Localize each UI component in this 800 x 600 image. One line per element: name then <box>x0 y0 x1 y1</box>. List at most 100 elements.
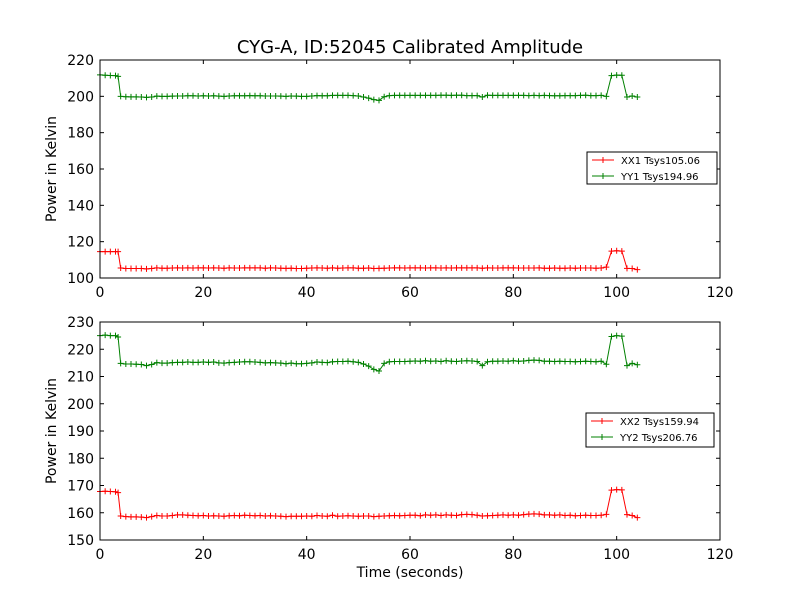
data-point <box>133 513 140 520</box>
data-point <box>267 359 274 366</box>
data-point <box>122 360 129 367</box>
data-point <box>257 359 264 366</box>
data-point <box>215 93 222 100</box>
data-point <box>205 513 212 520</box>
data-point <box>210 264 217 271</box>
data-point <box>339 513 346 520</box>
data-point <box>117 265 124 272</box>
data-point <box>277 265 284 272</box>
data-point <box>288 265 295 272</box>
data-point <box>164 513 171 520</box>
data-point <box>190 512 196 519</box>
data-point <box>221 93 227 100</box>
data-point <box>370 366 377 373</box>
data-point <box>500 511 506 518</box>
data-point <box>262 92 269 99</box>
y-axis-label: Power in Kelvin <box>44 116 60 222</box>
y-tick-label: 200 <box>67 89 94 105</box>
data-point <box>236 359 243 366</box>
data-point <box>634 514 641 521</box>
data-point <box>308 513 315 520</box>
data-point <box>438 358 444 365</box>
data-point <box>443 264 450 271</box>
data-point <box>634 266 641 273</box>
data-point <box>226 264 233 271</box>
y-tick-label: 150 <box>67 533 94 549</box>
data-point <box>133 93 140 100</box>
data-point <box>422 265 429 272</box>
data-point <box>360 513 367 520</box>
data-point <box>246 358 253 365</box>
data-point <box>500 357 506 364</box>
data-point <box>567 265 574 272</box>
data-point <box>412 264 419 271</box>
data-point <box>365 265 372 272</box>
data-point <box>458 511 465 518</box>
axes-frame <box>99 321 721 541</box>
data-point <box>262 265 269 272</box>
data-point <box>308 265 315 272</box>
data-point <box>417 512 424 519</box>
data-point <box>381 93 388 100</box>
data-point <box>205 359 212 366</box>
data-point <box>303 513 310 520</box>
data-point <box>438 265 444 272</box>
data-point <box>138 361 145 368</box>
data-point <box>396 358 403 365</box>
data-point <box>463 511 470 518</box>
data-point <box>551 92 558 99</box>
data-point <box>241 358 248 365</box>
data-point <box>587 92 594 99</box>
data-point <box>624 362 630 369</box>
data-point <box>329 92 336 99</box>
legend-marker <box>600 157 606 163</box>
data-point <box>210 92 217 99</box>
top-panel: 0 20 40 60 80 100 120 100 120 140 160 180 200 220 Powe… <box>44 53 733 301</box>
legend-marker <box>600 173 606 179</box>
data-point <box>246 512 253 519</box>
data-point <box>556 92 563 99</box>
data-point <box>115 248 122 255</box>
data-point <box>525 265 532 272</box>
data-point <box>179 359 186 366</box>
data-point <box>350 358 357 365</box>
data-point <box>463 357 470 364</box>
data-point <box>153 93 160 100</box>
data-point <box>567 512 574 519</box>
data-point <box>458 264 465 271</box>
data-point <box>272 265 279 272</box>
data-point <box>324 359 331 366</box>
data-point <box>469 92 475 99</box>
data-point <box>474 92 481 99</box>
data-point <box>277 513 284 520</box>
data-point <box>112 72 119 79</box>
data-point <box>453 264 460 271</box>
data-point <box>314 92 320 99</box>
data-point <box>355 513 362 520</box>
data-point <box>525 511 532 518</box>
data-point <box>412 512 419 519</box>
data-point <box>629 360 636 367</box>
data-point <box>593 358 599 365</box>
data-point <box>520 357 527 364</box>
data-point <box>138 514 145 521</box>
data-point <box>303 93 310 100</box>
data-point <box>463 264 470 271</box>
data-point <box>484 512 491 519</box>
legend-label: YY1 Tsys194.96 <box>620 172 699 183</box>
data-point <box>598 92 605 99</box>
x-tick-label: 60 <box>401 547 419 563</box>
data-point <box>479 94 486 101</box>
data-point <box>629 512 636 519</box>
legend-label: XX2 Tsys159.94 <box>620 417 699 428</box>
data-point <box>407 512 413 519</box>
data-point <box>112 332 119 339</box>
data-point <box>541 511 548 518</box>
data-point <box>458 92 465 99</box>
data-point <box>215 513 222 520</box>
data-point <box>412 357 419 364</box>
data-point <box>401 358 408 365</box>
data-point <box>360 94 367 101</box>
data-point <box>257 264 264 271</box>
data-point <box>334 92 341 99</box>
